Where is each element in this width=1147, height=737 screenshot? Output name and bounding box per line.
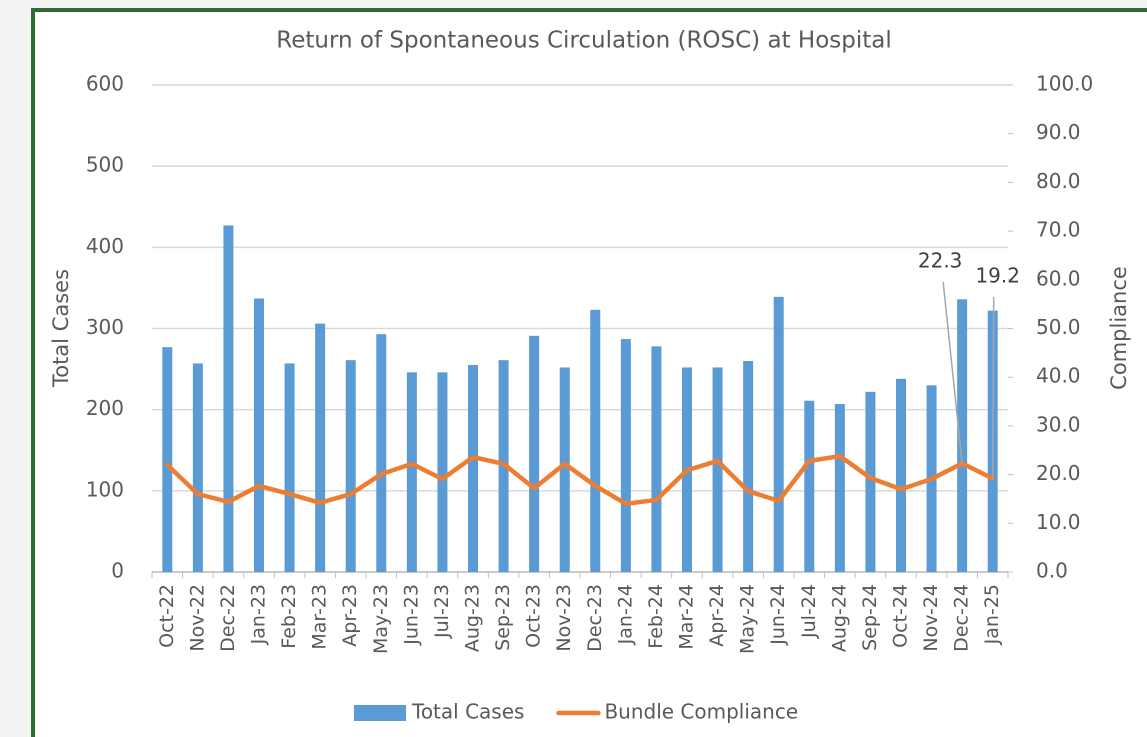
- y2-axis-title: Compliance: [1107, 266, 1131, 390]
- legend-label: Bundle Compliance: [604, 700, 798, 724]
- x-tick-label: Sep-23: [492, 584, 514, 651]
- y-axis-title: Total Cases: [49, 269, 73, 388]
- bar: [957, 299, 968, 572]
- x-tick-label: Mar-23: [309, 584, 331, 650]
- x-tick-label: Jul-24: [798, 584, 820, 639]
- y-tick-label: 300: [86, 315, 124, 339]
- y-tick-label: 0: [111, 559, 124, 583]
- y-tick-label: 100: [86, 477, 124, 501]
- bar: [315, 323, 326, 572]
- x-tick-label: Oct-22: [156, 584, 178, 648]
- bar: [896, 378, 906, 572]
- chart-title: Return of Spontaneous Circulation (ROSC)…: [276, 28, 892, 54]
- data-label: 22.3: [918, 249, 963, 273]
- x-tick-label: Apr-23: [339, 584, 361, 647]
- bar: [804, 400, 815, 572]
- x-tick-label: Feb-23: [278, 584, 300, 649]
- bar: [284, 363, 295, 572]
- y-tick-label: 500: [86, 153, 124, 177]
- x-tick-label: Jul-23: [431, 584, 453, 639]
- y2-tick-label: 90.0: [1036, 120, 1081, 144]
- leader-line: [991, 296, 995, 479]
- x-tick-label: Dec-23: [584, 584, 606, 652]
- bar: [834, 403, 845, 572]
- x-tick-label: Jun-23: [400, 584, 422, 646]
- x-tick-label: Sep-24: [859, 584, 881, 651]
- x-tick-label: Oct-24: [890, 584, 912, 648]
- bar: [406, 372, 417, 572]
- bar: [865, 391, 876, 572]
- legend-label: Total Cases: [411, 700, 524, 724]
- bar: [529, 335, 540, 572]
- y2-tick-label: 100.0: [1036, 72, 1093, 96]
- x-tick-label: Jun-24: [767, 584, 789, 646]
- x-tick-label: Jan-25: [981, 584, 1003, 645]
- y2-tick-label: 70.0: [1036, 218, 1081, 242]
- x-tick-label: Nov-22: [186, 584, 208, 652]
- bar: [437, 372, 448, 572]
- y2-tick-label: 80.0: [1036, 169, 1081, 193]
- y-tick-label: 400: [86, 234, 124, 258]
- x-tick-label: Aug-23: [462, 584, 484, 652]
- data-label: 19.2: [975, 264, 1020, 288]
- x-tick-label: Oct-23: [523, 584, 545, 648]
- y2-tick-label: 20.0: [1036, 461, 1081, 485]
- x-tick-label: May-24: [737, 584, 759, 654]
- y2-tick-label: 10.0: [1036, 510, 1081, 534]
- x-tick-label: Nov-24: [920, 584, 942, 652]
- y-tick-label: 600: [86, 72, 124, 96]
- leader-line: [942, 281, 963, 464]
- x-tick-label: Jan-23: [248, 584, 270, 645]
- legend-swatch: [354, 705, 406, 721]
- y2-tick-label: 30.0: [1036, 412, 1081, 436]
- bar: [559, 367, 570, 572]
- bar: [712, 367, 723, 572]
- bar: [345, 360, 356, 572]
- bar: [773, 296, 784, 572]
- bar: [651, 346, 662, 572]
- x-tick-label: Mar-24: [676, 584, 698, 650]
- bar: [743, 360, 754, 572]
- x-tick-label: Nov-23: [553, 584, 575, 652]
- x-tick-label: May-23: [370, 584, 392, 654]
- x-tick-label: Feb-24: [645, 584, 667, 649]
- y2-tick-label: 40.0: [1036, 364, 1081, 388]
- bar: [468, 365, 478, 572]
- line: [165, 453, 995, 507]
- bar: [192, 363, 203, 572]
- bar: [162, 347, 173, 572]
- bar: [590, 309, 601, 572]
- y-tick-label: 200: [86, 396, 124, 420]
- bar: [620, 339, 631, 572]
- x-tick-label: Dec-22: [217, 584, 239, 652]
- x-tick-label: Aug-24: [828, 584, 850, 652]
- y2-tick-label: 0.0: [1036, 559, 1068, 583]
- x-tick-label: Apr-24: [706, 584, 728, 647]
- bar: [254, 298, 264, 572]
- y2-tick-label: 50.0: [1036, 315, 1081, 339]
- x-tick-label: Jan-24: [614, 584, 636, 645]
- y2-tick-label: 60.0: [1036, 266, 1081, 290]
- bar: [223, 225, 234, 572]
- bar: [376, 334, 387, 572]
- x-tick-label: Dec-24: [951, 584, 973, 652]
